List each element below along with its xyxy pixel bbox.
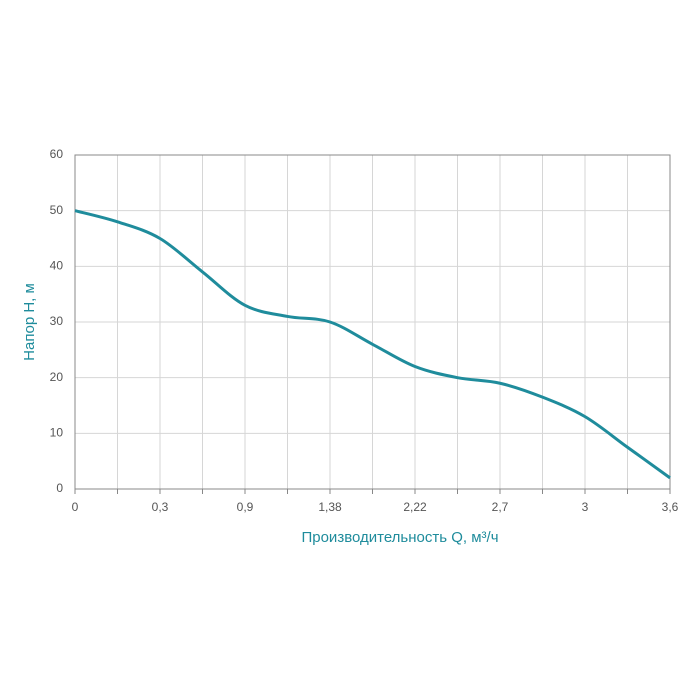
y-tick-label: 60 xyxy=(50,147,64,161)
y-tick-label: 30 xyxy=(50,314,64,328)
y-tick-label: 0 xyxy=(56,481,63,495)
x-tick-label: 3,6 xyxy=(662,500,679,514)
x-tick-label: 2,7 xyxy=(492,500,509,514)
x-tick-label: 3 xyxy=(582,500,589,514)
plot-frame xyxy=(74,154,671,490)
x-tick-label: 0,3 xyxy=(152,500,169,514)
x-axis-title: Производительность Q, м³/ч xyxy=(301,529,498,546)
x-tick-label: 2,22 xyxy=(403,500,427,514)
y-axis-title: Напор H, м xyxy=(21,283,38,361)
line xyxy=(74,209,671,480)
x-tick-label: 1,38 xyxy=(318,500,342,514)
x-tick-label: 0,9 xyxy=(237,500,254,514)
y-tick-label: 50 xyxy=(50,203,64,217)
y-tick-label: 20 xyxy=(50,370,64,384)
y-tick-label: 40 xyxy=(50,259,64,273)
x-tick-label: 0 xyxy=(72,500,79,514)
y-tick-label: 10 xyxy=(50,426,64,440)
